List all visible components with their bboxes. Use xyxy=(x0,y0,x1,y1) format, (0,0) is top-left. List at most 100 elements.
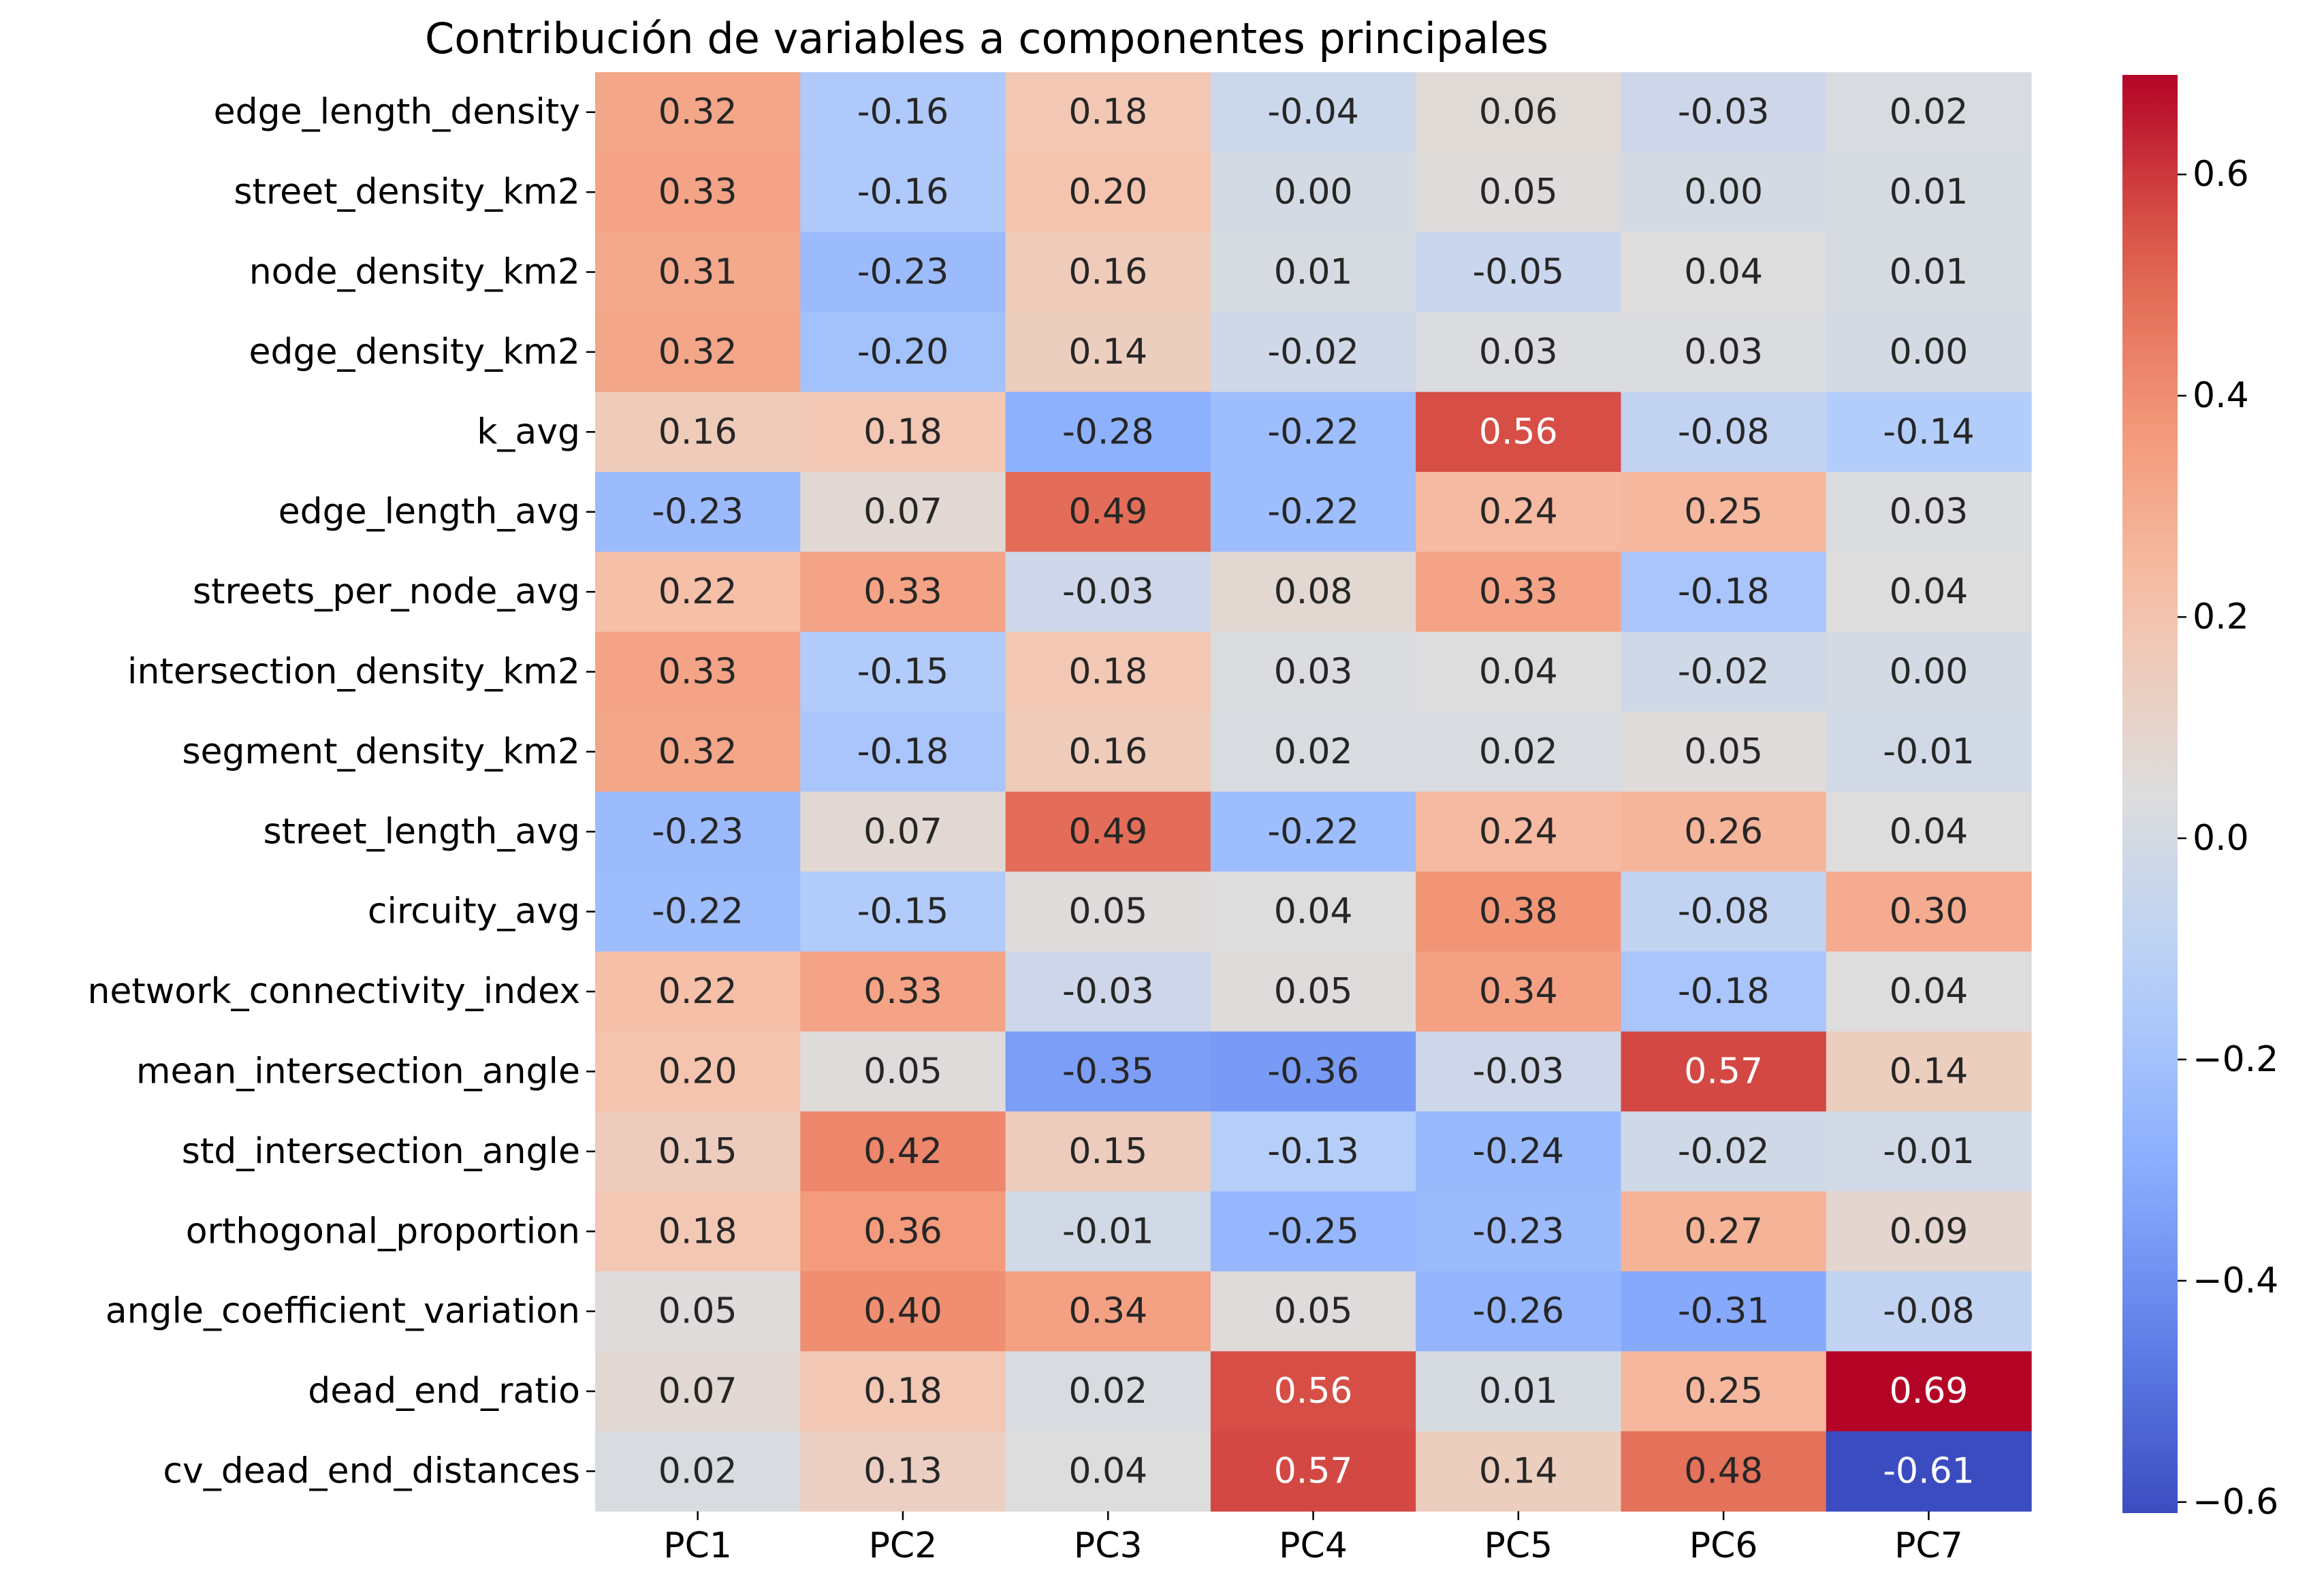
row-label: streets_per_node_avg xyxy=(193,571,580,612)
cell-value-label: -0.01 xyxy=(1062,1211,1154,1252)
heatmap-cell xyxy=(1621,1351,1827,1432)
cell-value-label: 0.04 xyxy=(1890,811,1969,852)
heatmap-cell xyxy=(595,1191,801,1272)
heatmap-cell xyxy=(1826,1431,2032,1512)
cell-value-label: 0.04 xyxy=(1890,971,1969,1012)
cell-value-label: -0.22 xyxy=(1267,411,1359,452)
heatmap-cells xyxy=(595,72,2032,1512)
heatmap-cell xyxy=(595,1431,801,1512)
cell-value-label: 0.18 xyxy=(1068,652,1147,693)
heatmap-cell xyxy=(595,712,801,793)
column-label: PC4 xyxy=(1279,1525,1348,1566)
heatmap-cell xyxy=(1621,232,1827,313)
cell-value-label: -0.08 xyxy=(1883,1291,1975,1332)
cell-value-label: 0.33 xyxy=(658,652,737,693)
heatmap-cell xyxy=(1621,872,1827,952)
heatmap-cell xyxy=(1621,951,1827,1032)
cell-value-label: 0.15 xyxy=(658,1131,737,1172)
cell-value-label: 0.00 xyxy=(1890,652,1969,693)
heatmap-cell xyxy=(1826,712,2032,793)
heatmap-cell xyxy=(1416,552,1622,633)
heatmap-cell xyxy=(1210,392,1416,473)
cell-value-label: -0.22 xyxy=(652,891,744,932)
heatmap-cell xyxy=(1210,472,1416,552)
heatmap-cell xyxy=(1621,552,1827,633)
cell-value-label: -0.18 xyxy=(1678,571,1770,612)
heatmap-cell xyxy=(595,872,801,952)
cell-value-label: 0.16 xyxy=(658,411,737,452)
heatmap-cell xyxy=(1210,1111,1416,1192)
cell-value-label: 0.07 xyxy=(658,1371,737,1412)
row-label: network_connectivity_index xyxy=(87,971,580,1012)
column-labels: PC1 PC2 PC3 PC4 PC5 PC6 PC7 xyxy=(663,1511,1963,1566)
heatmap-cell xyxy=(800,1111,1006,1192)
heatmap-cell xyxy=(800,712,1006,793)
cell-value-label: -0.02 xyxy=(1267,332,1359,372)
heatmap-cell xyxy=(595,72,801,153)
cell-value-label: 0.49 xyxy=(1068,811,1147,852)
heatmap-cell xyxy=(800,552,1006,633)
heatmap-cell xyxy=(800,1031,1006,1112)
cell-value-label: 0.32 xyxy=(658,92,737,133)
cell-value-label: 0.27 xyxy=(1684,1211,1763,1252)
heatmap-cell xyxy=(1005,472,1211,552)
heatmap-cell xyxy=(800,312,1006,393)
cell-value-label: 0.31 xyxy=(658,252,737,293)
heatmap-cell xyxy=(800,72,1006,153)
cell-value-label: 0.04 xyxy=(1684,252,1763,293)
heatmap-cell xyxy=(595,472,801,552)
cell-value-label: 0.03 xyxy=(1479,332,1558,372)
row-label: cv_dead_end_distances xyxy=(163,1451,580,1492)
heatmap-cell xyxy=(1210,712,1416,793)
heatmap-cell xyxy=(1416,392,1622,473)
heatmap-cell xyxy=(1005,951,1211,1032)
heatmap-cell xyxy=(1210,791,1416,872)
cell-value-label: 0.01 xyxy=(1479,1371,1558,1412)
heatmap-cell xyxy=(1416,951,1622,1032)
row-label: mean_intersection_angle xyxy=(136,1051,580,1092)
cell-value-label: -0.03 xyxy=(1473,1051,1565,1092)
heatmap-cell xyxy=(1005,631,1211,712)
heatmap-cell xyxy=(800,1191,1006,1272)
heatmap-cell xyxy=(1416,712,1622,793)
cell-value-label: -0.36 xyxy=(1267,1051,1359,1092)
cell-value-label: -0.01 xyxy=(1883,731,1975,772)
cell-value-label: -0.20 xyxy=(857,332,949,372)
cell-value-label: 0.48 xyxy=(1684,1451,1763,1492)
heatmap-cell xyxy=(800,1351,1006,1432)
row-label: circuity_avg xyxy=(368,891,580,932)
heatmap-cell xyxy=(1826,232,2032,313)
cell-value-label: 0.24 xyxy=(1479,811,1558,852)
heatmap-cell xyxy=(1416,1111,1622,1192)
heatmap-cell xyxy=(1416,872,1622,952)
cell-value-label: 0.20 xyxy=(1068,172,1147,212)
heatmap-cell xyxy=(1826,1111,2032,1192)
cell-value-label: 0.07 xyxy=(863,492,942,533)
cell-value-label: 0.02 xyxy=(1068,1371,1147,1412)
cell-value-label: 0.02 xyxy=(1274,731,1353,772)
row-labels: edge_length_density street_density_km2nod… xyxy=(87,92,595,1492)
cell-value-label: -0.02 xyxy=(1678,652,1770,693)
cell-value-label: 0.56 xyxy=(1274,1371,1353,1412)
cell-value-label: 0.05 xyxy=(1684,731,1763,772)
cell-value-label: 0.18 xyxy=(863,1371,942,1412)
heatmap-cell xyxy=(800,152,1006,233)
heatmap-cell xyxy=(1826,472,2032,552)
cell-value-label: 0.14 xyxy=(1068,332,1147,372)
cell-value-label: -0.28 xyxy=(1062,411,1154,452)
cell-value-label: -0.26 xyxy=(1473,1291,1565,1332)
cell-value-label: 0.25 xyxy=(1684,1371,1763,1412)
cell-value-label: 0.07 xyxy=(863,811,942,852)
cell-value-label: 0.22 xyxy=(658,971,737,1012)
heatmap-cell xyxy=(1005,72,1211,153)
chart-title: Contribución de variables a componentes … xyxy=(425,14,1548,63)
cell-value-label: 0.33 xyxy=(863,971,942,1012)
heatmap-cell xyxy=(800,791,1006,872)
cell-value-label: 0.49 xyxy=(1068,492,1147,533)
heatmap-cell xyxy=(1621,1431,1827,1512)
heatmap-cell xyxy=(1005,392,1211,473)
cell-value-label: 0.03 xyxy=(1890,492,1969,533)
cell-value-label: -0.16 xyxy=(857,92,949,133)
cell-value-label: 0.32 xyxy=(658,332,737,372)
